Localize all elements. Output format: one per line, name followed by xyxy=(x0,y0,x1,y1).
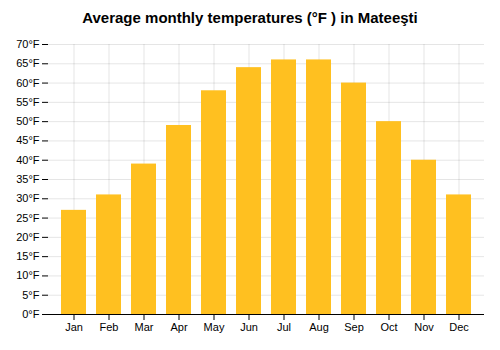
svg-text:5°F: 5°F xyxy=(22,289,40,301)
svg-text:30°F: 30°F xyxy=(16,192,40,204)
svg-text:Jan: Jan xyxy=(65,321,83,333)
svg-text:55°F: 55°F xyxy=(16,96,40,108)
svg-text:Dec: Dec xyxy=(449,321,469,333)
svg-text:65°F: 65°F xyxy=(16,57,40,69)
svg-text:0°F: 0°F xyxy=(22,308,40,320)
svg-text:35°F: 35°F xyxy=(16,173,40,185)
svg-text:10°F: 10°F xyxy=(16,269,40,281)
svg-text:15°F: 15°F xyxy=(16,250,40,262)
svg-text:Nov: Nov xyxy=(414,321,434,333)
svg-text:Feb: Feb xyxy=(100,321,119,333)
svg-text:Oct: Oct xyxy=(380,321,397,333)
svg-text:Jun: Jun xyxy=(240,321,258,333)
svg-text:Jul: Jul xyxy=(277,321,291,333)
svg-text:Sep: Sep xyxy=(344,321,364,333)
svg-text:45°F: 45°F xyxy=(16,134,40,146)
svg-text:60°F: 60°F xyxy=(16,77,40,89)
svg-text:25°F: 25°F xyxy=(16,212,40,224)
svg-text:50°F: 50°F xyxy=(16,115,40,127)
svg-text:40°F: 40°F xyxy=(16,154,40,166)
html-text:Average monthly temperatures (: Average monthly temperatures (°F ) in Ma… xyxy=(82,9,418,26)
svg-text:70°F: 70°F xyxy=(16,38,40,50)
svg-text:May: May xyxy=(204,321,225,333)
svg-text:Mar: Mar xyxy=(135,321,154,333)
svg-text:20°F: 20°F xyxy=(16,231,40,243)
svg-text:Aug: Aug xyxy=(309,321,329,333)
svg-text:Apr: Apr xyxy=(170,321,187,333)
